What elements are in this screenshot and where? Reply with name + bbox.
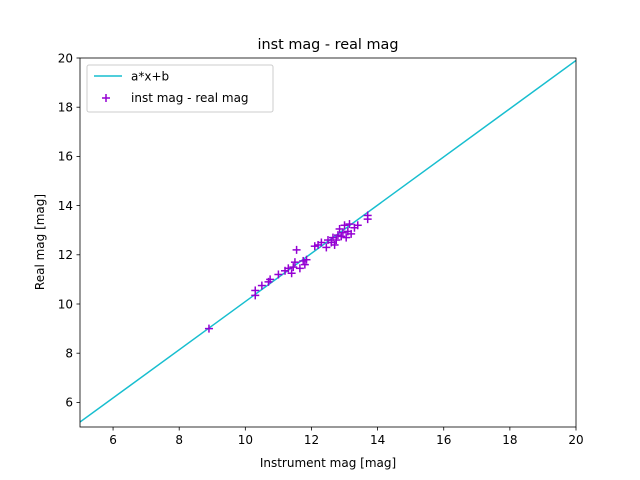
y-tick-label: 6 xyxy=(65,396,73,410)
x-tick-label: 12 xyxy=(304,433,319,447)
y-tick-label: 12 xyxy=(58,248,73,262)
data-point xyxy=(266,275,275,284)
data-point xyxy=(340,221,349,230)
x-tick-label: 6 xyxy=(109,433,117,447)
x-axis-label: Instrument mag [mag] xyxy=(260,456,396,470)
data-point xyxy=(330,240,339,249)
data-point xyxy=(345,220,354,229)
x-tick-label: 20 xyxy=(568,433,583,447)
data-point xyxy=(292,245,301,254)
y-tick-label: 10 xyxy=(58,297,73,311)
legend-scatter-marker xyxy=(102,94,110,102)
legend-fit-line-label: a*x+b xyxy=(131,70,169,84)
data-point xyxy=(290,258,299,267)
axes-frame xyxy=(79,57,577,428)
y-axis-label: Real mag [mag] xyxy=(33,194,47,290)
legend: a*x+b inst mag - real mag xyxy=(86,64,274,113)
data-point xyxy=(302,255,311,264)
y-tick-label: 8 xyxy=(65,347,73,361)
data-point xyxy=(204,324,213,333)
data-point xyxy=(342,233,351,242)
chart-title: inst mag - real mag xyxy=(258,37,399,53)
data-point xyxy=(257,281,266,290)
data-point xyxy=(363,211,372,220)
data-point xyxy=(347,229,356,238)
x-tick-label: 10 xyxy=(238,433,253,447)
legend-box xyxy=(86,64,274,113)
data-point xyxy=(289,263,298,272)
y-tick-label: 18 xyxy=(58,101,73,115)
data-point xyxy=(300,260,309,269)
data-point xyxy=(337,232,346,241)
data-point xyxy=(251,286,260,295)
data-point xyxy=(332,236,341,245)
x-tick-label: 18 xyxy=(502,433,517,447)
plot-area: 6 8 10 12 14 16 18 20 6 8 10 12 14 16 18 20 xyxy=(58,51,584,447)
data-point xyxy=(338,228,347,237)
x-tick-label: 16 xyxy=(436,433,451,447)
data-point xyxy=(322,243,331,252)
x-tick-label: 8 xyxy=(175,433,183,447)
legend-scatter-label: inst mag - real mag xyxy=(131,91,249,105)
data-point xyxy=(317,238,326,247)
data-point xyxy=(353,221,362,230)
data-point xyxy=(274,270,283,279)
y-tick-label: 16 xyxy=(58,150,73,164)
x-tick-label: 14 xyxy=(370,433,385,447)
data-point xyxy=(287,269,296,278)
data-point xyxy=(284,264,293,273)
data-point xyxy=(295,264,304,273)
y-tick-label: 20 xyxy=(58,51,73,65)
y-tick-label: 14 xyxy=(58,199,73,213)
